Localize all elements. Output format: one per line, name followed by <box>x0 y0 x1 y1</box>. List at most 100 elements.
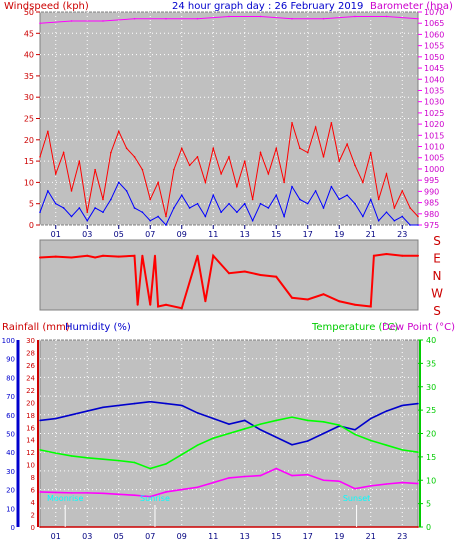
data-point <box>259 151 262 154</box>
data-point <box>102 198 104 201</box>
data-point <box>141 168 144 171</box>
data-point <box>180 307 183 310</box>
x-tick-label: 05 <box>114 230 124 239</box>
temp-tick-label: 10 <box>426 476 436 485</box>
rain-tick-label: 24 <box>26 374 35 382</box>
y-tick-label: 45 <box>24 29 34 38</box>
data-point <box>228 156 230 158</box>
direction-label: S <box>433 304 441 318</box>
data-point <box>291 121 293 124</box>
data-point <box>94 207 96 209</box>
data-point <box>409 207 411 209</box>
data-point <box>117 130 120 133</box>
y-tick-label: 5 <box>29 200 34 209</box>
series-line <box>39 252 418 310</box>
data-point <box>70 215 73 218</box>
data-point <box>314 190 317 192</box>
data-point <box>243 428 246 430</box>
x-tick-label: 17 <box>303 532 313 541</box>
data-point <box>70 256 73 259</box>
rain-tick-label: 12 <box>26 449 35 457</box>
data-point <box>39 256 41 259</box>
data-point <box>369 417 372 420</box>
data-point <box>39 22 41 25</box>
data-point <box>102 458 104 461</box>
data-point <box>180 147 183 150</box>
y2-tick-label: 1065 <box>424 19 444 28</box>
y2-tick-label: 1030 <box>424 98 444 107</box>
data-point <box>417 17 419 20</box>
data-point <box>86 457 89 459</box>
humidity-tick-label: 50 <box>6 431 15 439</box>
humidity-axis-label: Humidity (%) <box>65 322 131 333</box>
temp-tick-label: 35 <box>426 359 436 368</box>
data-point <box>236 185 238 188</box>
data-point <box>204 181 207 184</box>
data-point <box>330 121 333 124</box>
y2-tick-label: 1020 <box>424 120 444 129</box>
data-point <box>322 421 325 423</box>
data-point <box>133 207 136 209</box>
x-tick-label: 21 <box>366 230 376 239</box>
data-point <box>369 439 372 442</box>
data-point <box>228 202 230 205</box>
data-point <box>267 173 270 175</box>
data-point <box>401 481 404 484</box>
data-point <box>417 254 419 257</box>
data-point <box>385 173 388 175</box>
data-point <box>70 414 73 416</box>
data-point <box>377 219 380 222</box>
data-point <box>372 254 375 257</box>
data-point <box>165 17 167 20</box>
y2-tick-label: 1010 <box>424 143 444 152</box>
data-point <box>125 190 128 192</box>
data-point <box>102 254 104 257</box>
data-point <box>86 410 89 412</box>
data-point <box>196 444 199 446</box>
temp-tick-label: 25 <box>426 406 436 415</box>
data-point <box>70 455 73 457</box>
data-point <box>259 474 262 477</box>
data-point <box>299 198 301 201</box>
data-point <box>39 211 41 214</box>
data-point <box>165 463 167 465</box>
data-point <box>149 198 152 201</box>
data-point <box>385 410 388 412</box>
data-point <box>417 402 419 405</box>
data-point <box>133 156 136 158</box>
data-point <box>47 130 49 133</box>
data-point <box>306 419 309 422</box>
data-point <box>117 404 120 407</box>
rain-tick-label: 20 <box>26 399 35 407</box>
data-point <box>354 303 356 306</box>
y2-tick-label: 980 <box>424 210 439 219</box>
data-point <box>338 300 341 303</box>
rain-tick-label: 16 <box>26 424 35 432</box>
data-point <box>188 207 191 209</box>
y2-tick-label: 1035 <box>424 86 444 95</box>
dewpoint-axis-label: Dew Point (°C) <box>382 322 455 333</box>
rain-tick-label: 8 <box>31 474 35 482</box>
temp-tick-label: 20 <box>426 430 436 439</box>
data-point <box>417 224 419 226</box>
data-point <box>322 479 325 482</box>
data-point <box>188 164 191 167</box>
y2-tick-label: 1060 <box>424 30 444 39</box>
data-point <box>102 406 104 409</box>
data-point <box>354 428 356 431</box>
data-point <box>39 419 41 422</box>
y-tick-label: 35 <box>24 72 34 81</box>
event-label: Sunrise <box>140 494 170 503</box>
data-point <box>306 440 309 442</box>
data-point <box>110 198 112 201</box>
data-point <box>291 416 293 418</box>
data-point <box>236 211 238 214</box>
data-point <box>228 15 230 18</box>
data-point <box>136 303 139 306</box>
x-tick-label: 13 <box>240 532 250 541</box>
humidity-tick-label: 40 <box>6 449 15 457</box>
data-point <box>86 219 89 222</box>
data-point <box>243 270 246 273</box>
